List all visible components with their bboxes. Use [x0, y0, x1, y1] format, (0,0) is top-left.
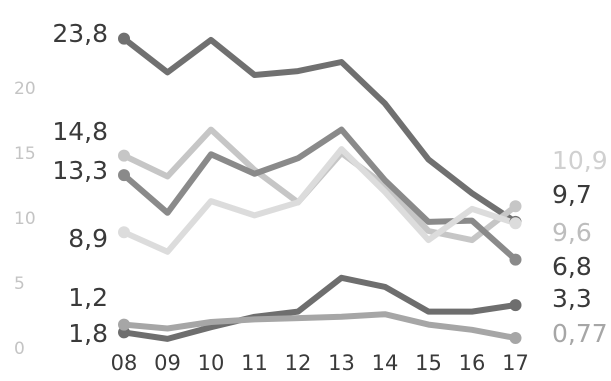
- series-end-point-4: [509, 217, 522, 230]
- series-end-label: 0,77: [552, 319, 608, 348]
- x-tick-label: 13: [328, 351, 355, 375]
- series-start-label: 23,8: [52, 19, 108, 48]
- x-tick-label: 09: [154, 351, 181, 375]
- series-end-point-6: [509, 331, 522, 344]
- series-start-point-2: [118, 149, 130, 162]
- x-tick-label: 16: [459, 351, 486, 375]
- x-tick-label: 12: [285, 351, 312, 375]
- series-start-label: 14,8: [52, 117, 108, 146]
- x-tick-label: 08: [111, 351, 138, 375]
- series-end-label: 10,9: [552, 146, 608, 175]
- series-start-point-1: [118, 32, 130, 45]
- series-end-label: 6,8: [552, 252, 592, 281]
- series-end-label: 9,6: [552, 218, 592, 247]
- series-line-4: [121, 146, 519, 255]
- series-start-label: 8,9: [68, 224, 108, 253]
- series-start-point-3: [118, 169, 130, 182]
- series-start-label: 1,2: [68, 283, 108, 312]
- y-tick-label: 20: [14, 79, 36, 99]
- series-end-point-2: [509, 200, 522, 213]
- series-start-point-6: [118, 318, 130, 331]
- x-tick-label: 15: [415, 351, 442, 375]
- y-tick-label: 15: [14, 144, 36, 164]
- series-start-point-4: [118, 226, 130, 239]
- series-start-label: 13,3: [52, 156, 108, 185]
- series-end-points: [118, 32, 522, 344]
- y-axis-ticks: 0 5 10 15 20: [14, 79, 36, 359]
- x-axis-ticks: 08 09 10 11 12 13 14 15 16 17: [111, 351, 529, 375]
- x-tick-label: 11: [241, 351, 268, 375]
- series-end-label: 9,7: [552, 180, 592, 209]
- series-line-1: [121, 35, 519, 225]
- y-tick-label: 0: [14, 339, 25, 359]
- series-line-6: [121, 311, 519, 341]
- y-tick-label: 5: [14, 274, 25, 294]
- series-labels: 23,8 14,8 13,3 8,9 1,2 1,8 9,7 10,9 6,8 9,6 3,3 0,7…: [52, 19, 607, 348]
- series-end-point-3: [509, 253, 522, 266]
- series-start-label: 1,8: [68, 319, 108, 348]
- series-end-label: 3,3: [552, 284, 592, 313]
- series-line-5: [121, 274, 519, 342]
- x-tick-label: 14: [372, 351, 399, 375]
- series-lines: [121, 35, 519, 342]
- x-tick-label: 10: [198, 351, 225, 375]
- series-end-point-5: [509, 299, 522, 312]
- x-tick-label: 17: [502, 351, 529, 375]
- series-line-3: [121, 126, 519, 263]
- y-tick-label: 10: [14, 209, 36, 229]
